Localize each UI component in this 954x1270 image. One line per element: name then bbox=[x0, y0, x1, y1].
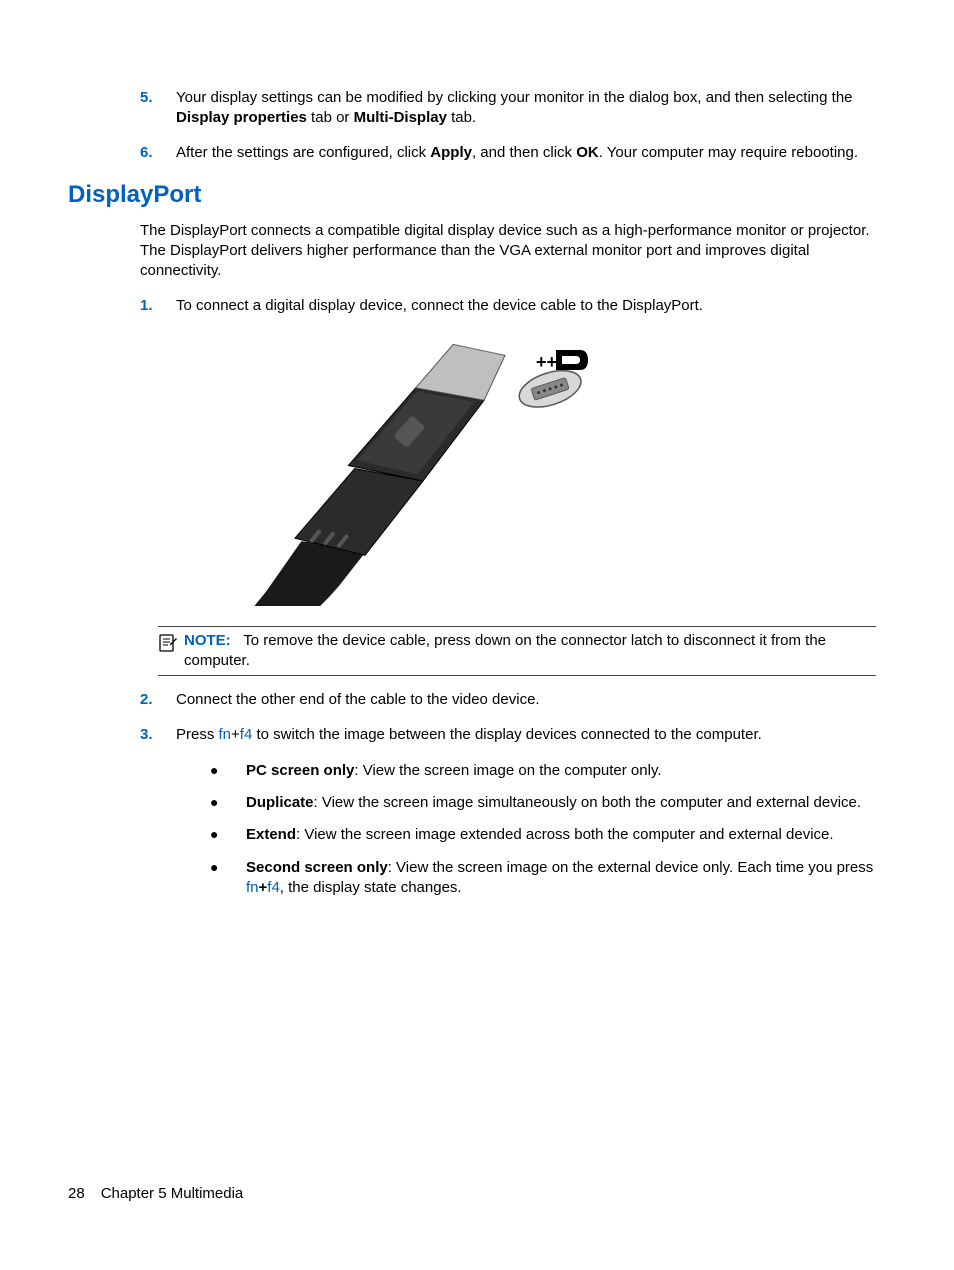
note-label: NOTE: bbox=[184, 632, 231, 649]
note-text: NOTE: To remove the device cable, press … bbox=[184, 631, 876, 672]
svg-text:++: ++ bbox=[536, 352, 557, 372]
document-page: 5. Your display settings can be modified… bbox=[0, 0, 954, 898]
note-box: NOTE: To remove the device cable, press … bbox=[158, 626, 876, 677]
displayport-icon: ++ bbox=[536, 350, 588, 372]
step-text: To connect a digital display device, con… bbox=[176, 296, 886, 316]
cable-connector bbox=[176, 336, 571, 606]
step-number: 6. bbox=[68, 143, 176, 163]
step-number: 1. bbox=[68, 296, 176, 316]
displayport-steps-2: 2. Connect the other end of the cable to… bbox=[68, 690, 886, 745]
dp-step-3: 3. Press fn+f4 to switch the image betwe… bbox=[68, 725, 886, 745]
page-number: 28 bbox=[68, 1185, 85, 1202]
bullet-pc-screen-only: ● PC screen only: View the screen image … bbox=[68, 761, 886, 781]
step-5: 5. Your display settings can be modified… bbox=[68, 88, 886, 129]
displayport-illustration: ++ bbox=[176, 336, 626, 606]
step-text: Connect the other end of the cable to th… bbox=[176, 690, 886, 710]
step-text: Press fn+f4 to switch the image between … bbox=[176, 725, 886, 745]
note-icon bbox=[158, 631, 184, 672]
previous-steps-list: 5. Your display settings can be modified… bbox=[68, 88, 886, 163]
displayport-steps: 1. To connect a digital display device, … bbox=[68, 296, 886, 316]
step-number: 3. bbox=[68, 725, 176, 745]
step-text: After the settings are configured, click… bbox=[176, 143, 886, 163]
bullet-duplicate: ● Duplicate: View the screen image simul… bbox=[68, 793, 886, 813]
bullet-second-screen-only: ● Second screen only: View the screen im… bbox=[68, 858, 886, 899]
display-modes-list: ● PC screen only: View the screen image … bbox=[68, 761, 886, 898]
bullet-dot: ● bbox=[68, 761, 246, 781]
displayport-svg: ++ bbox=[176, 336, 626, 606]
chapter-label: Chapter 5 Multimedia bbox=[101, 1185, 244, 1202]
section-heading: DisplayPort bbox=[68, 181, 886, 209]
bullet-dot: ● bbox=[68, 825, 246, 845]
bullet-dot: ● bbox=[68, 858, 246, 899]
step-6: 6. After the settings are configured, cl… bbox=[68, 143, 886, 163]
intro-paragraph: The DisplayPort connects a compatible di… bbox=[140, 221, 886, 282]
bullet-dot: ● bbox=[68, 793, 246, 813]
bullet-extend: ● Extend: View the screen image extended… bbox=[68, 825, 886, 845]
step-text: Your display settings can be modified by… bbox=[176, 88, 886, 129]
step-number: 5. bbox=[68, 88, 176, 129]
page-footer: 28 Chapter 5 Multimedia bbox=[68, 1185, 243, 1202]
dp-step-1: 1. To connect a digital display device, … bbox=[68, 296, 886, 316]
dp-step-2: 2. Connect the other end of the cable to… bbox=[68, 690, 886, 710]
step-number: 2. bbox=[68, 690, 176, 710]
